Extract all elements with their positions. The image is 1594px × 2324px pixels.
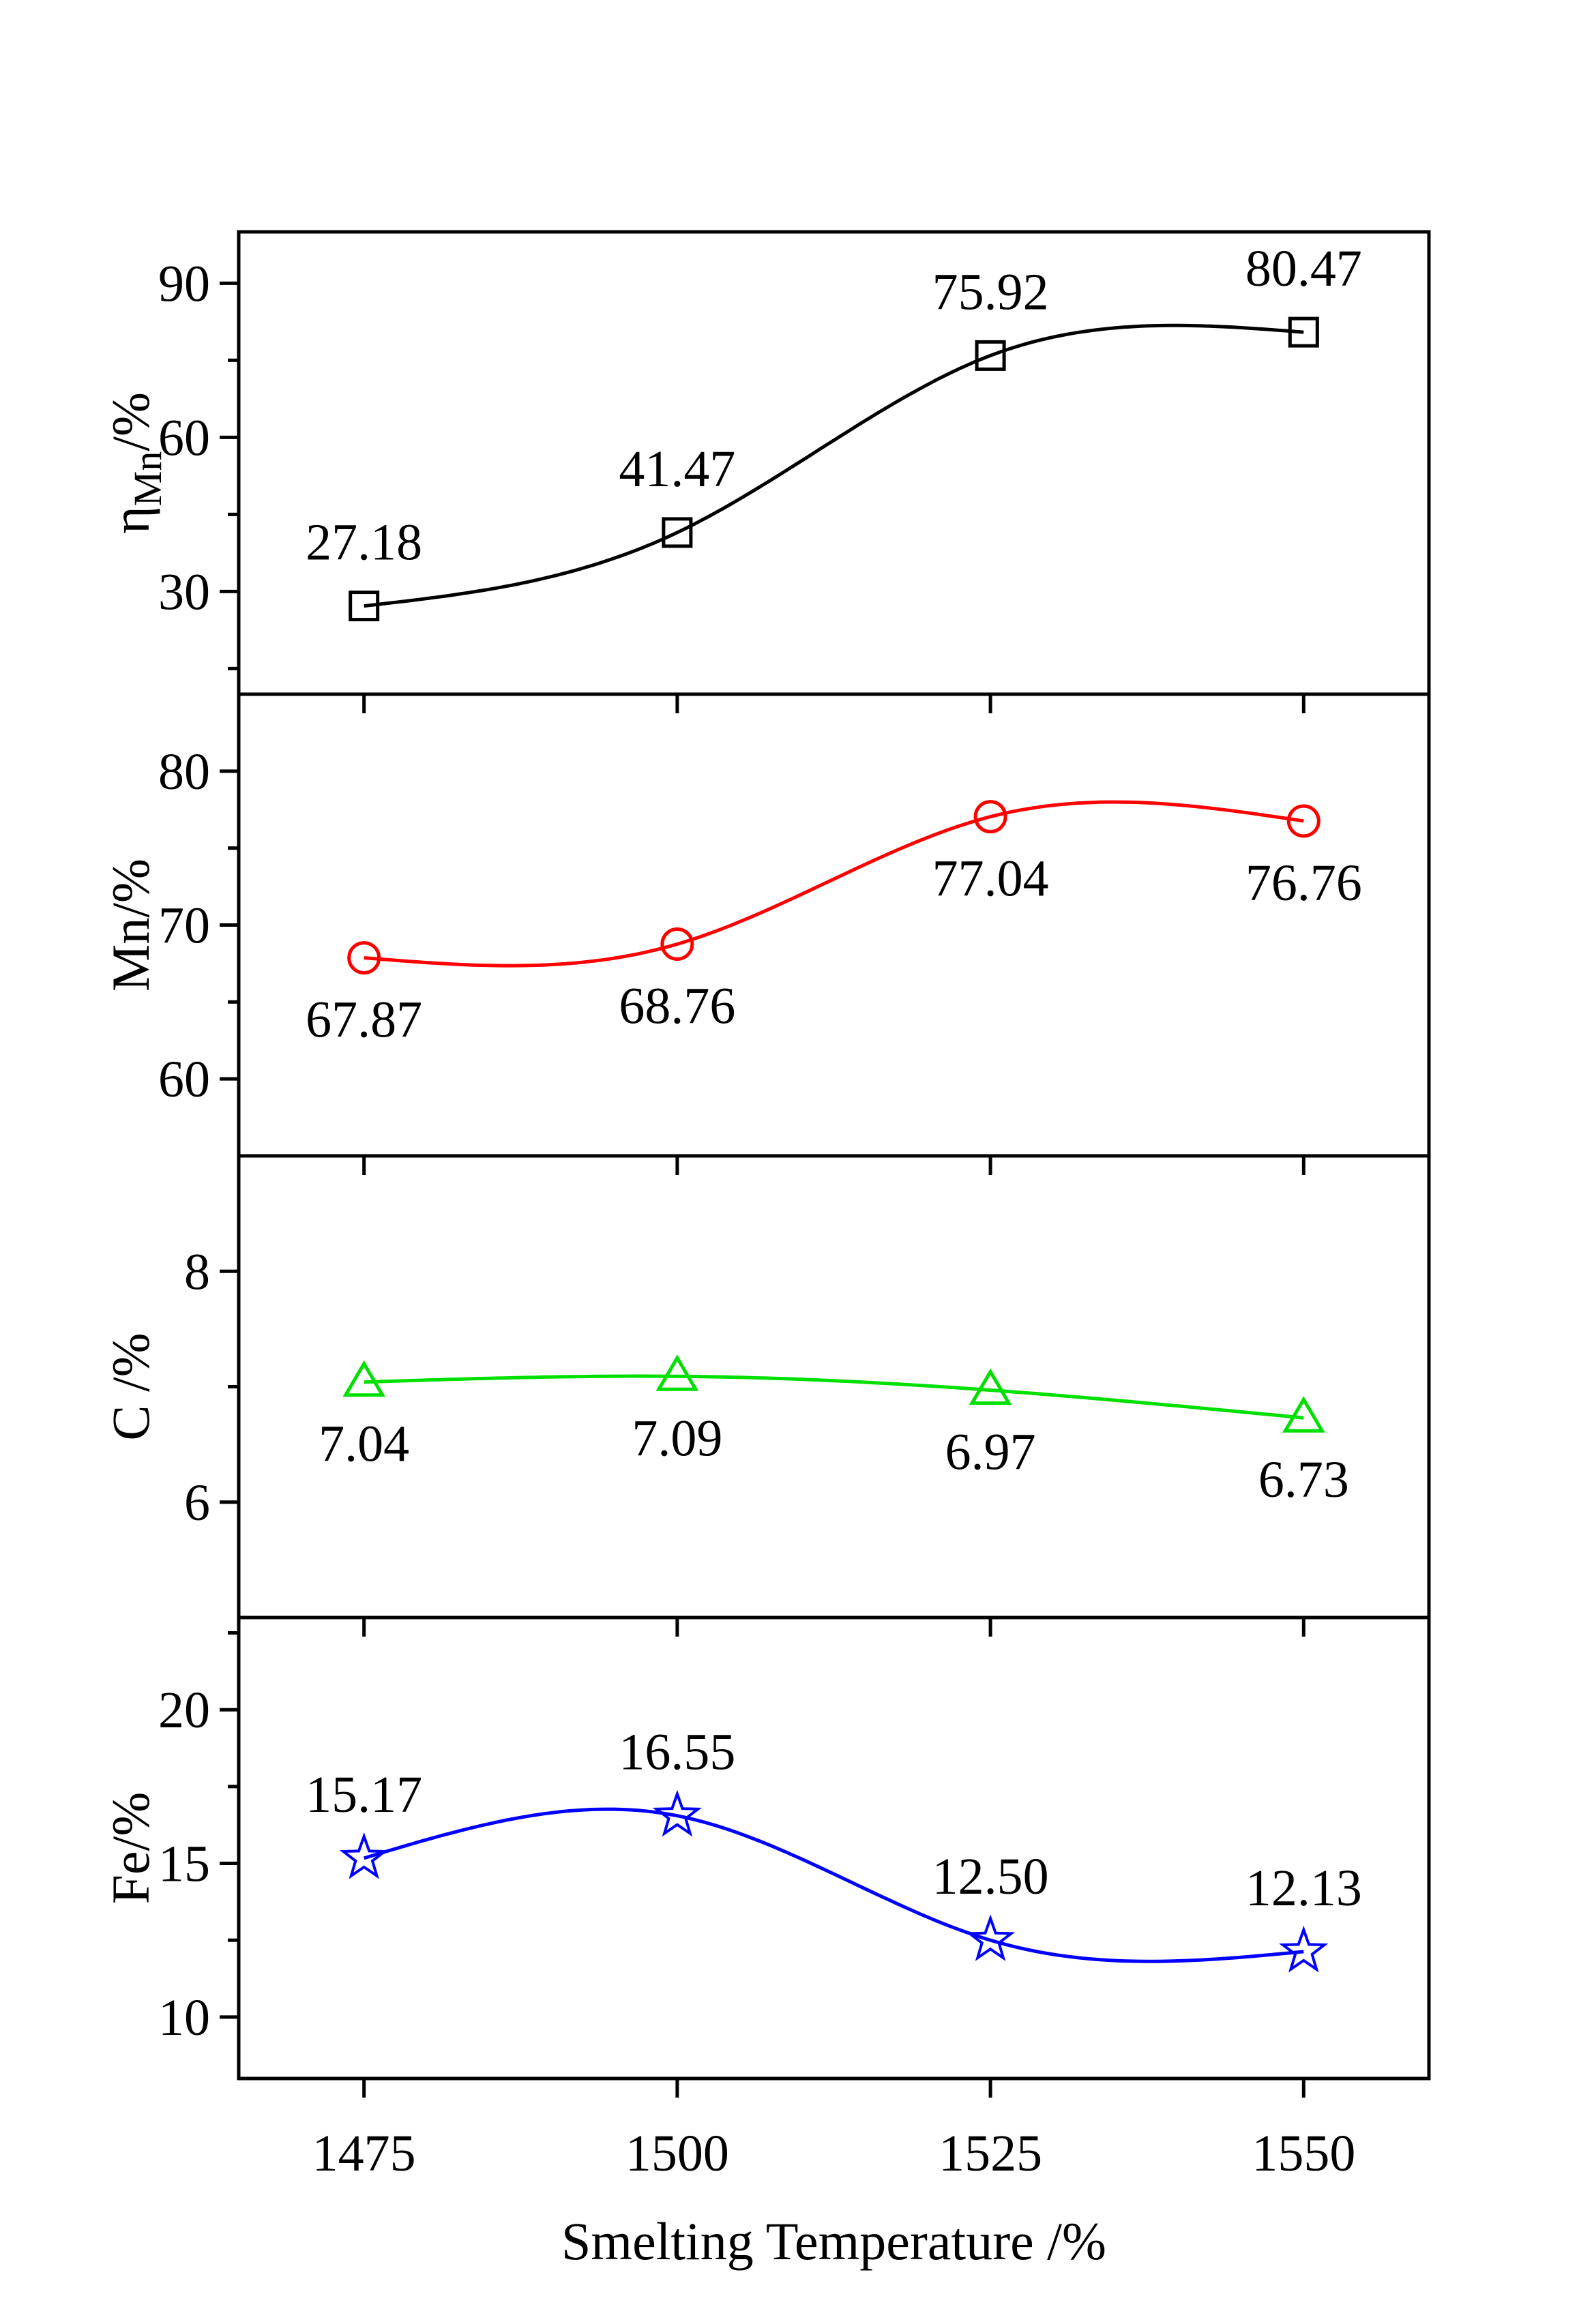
panel-c: 6 8 C /% 7.04 7.09 6.97 6.73 xyxy=(101,1154,1431,1637)
data-point-c xyxy=(1282,1396,1325,1433)
x-axis: Smelting Temperature /% 1475 1500 1525 1550 xyxy=(312,2125,1356,2271)
y-tick-label: 80 xyxy=(158,743,210,801)
panel-eta_mn: 30 60 90 ηMn/% 27.18 41.47 75.92 80.47 xyxy=(101,230,1431,713)
data-label-eta_mn: 80.47 xyxy=(1245,240,1362,297)
data-point-c xyxy=(342,1360,386,1397)
data-point-eta_mn xyxy=(349,591,380,622)
data-label-mn: 68.76 xyxy=(619,977,735,1034)
y-axis-title: ηMn/% xyxy=(101,392,170,534)
y-axis-title: Mn/% xyxy=(101,859,160,992)
y-tick-label: 20 xyxy=(158,1682,210,1739)
y-tick-label: 60 xyxy=(158,1051,210,1108)
y-tick-label: 6 xyxy=(184,1474,210,1532)
y-tick-label: 8 xyxy=(184,1243,210,1300)
y-axis-title: Fe/% xyxy=(101,1792,160,1905)
data-label-fe: 15.17 xyxy=(306,1766,422,1823)
y-tick-label: 15 xyxy=(158,1836,210,1893)
y-tick-label: 60 xyxy=(158,409,210,466)
data-label-mn: 76.76 xyxy=(1245,854,1362,912)
data-point-eta_mn xyxy=(1288,316,1319,348)
data-label-fe: 12.50 xyxy=(932,1848,1049,1905)
data-label-mn: 67.87 xyxy=(306,992,422,1049)
data-point-mn xyxy=(973,800,1007,834)
data-label-c: 7.09 xyxy=(632,1410,722,1467)
x-axis-title: Smelting Temperature /% xyxy=(561,2211,1106,2271)
panel-mn: 60 70 80 Mn/% 67.87 68.76 77.04 76.76 xyxy=(101,692,1431,1175)
data-point-fe xyxy=(339,1832,389,1879)
data-point-mn xyxy=(1286,804,1320,838)
y-tick-label: 10 xyxy=(158,1989,210,2046)
x-tick-label: 1550 xyxy=(1252,2125,1355,2182)
panel-frame xyxy=(237,1615,1431,2081)
data-label-eta_mn: 27.18 xyxy=(306,514,422,571)
x-tick-label: 1500 xyxy=(625,2125,729,2182)
data-point-fe xyxy=(966,1914,1016,1961)
data-label-fe: 12.13 xyxy=(1245,1860,1362,1917)
y-tick-label: 70 xyxy=(158,897,210,955)
series-line-eta_mn xyxy=(364,323,1304,608)
data-point-eta_mn xyxy=(975,340,1006,371)
data-label-fe: 16.55 xyxy=(619,1724,735,1781)
data-point-c xyxy=(655,1354,699,1391)
series-line-fe xyxy=(363,1807,1304,1963)
panel-fe: 10 15 20 Fe/% 15.17 16.55 12.50 12.13 xyxy=(101,1615,1431,2098)
data-label-c: 6.97 xyxy=(945,1424,1036,1481)
panels-layer: 30 60 90 ηMn/% 27.18 41.47 75.92 80.47 60 70 80 Mn/… xyxy=(101,230,1431,2098)
data-point-mn xyxy=(347,941,381,975)
series-line-mn xyxy=(364,800,1304,968)
x-tick-label: 1525 xyxy=(939,2125,1042,2182)
data-label-c: 7.04 xyxy=(319,1416,409,1473)
data-point-eta_mn xyxy=(662,517,693,548)
data-label-eta_mn: 75.92 xyxy=(932,263,1049,321)
data-point-mn xyxy=(660,927,694,961)
y-tick-label: 90 xyxy=(158,255,210,312)
data-point-fe xyxy=(1279,1925,1329,1973)
x-tick-label: 1475 xyxy=(312,2125,416,2182)
data-label-mn: 77.04 xyxy=(932,850,1049,908)
data-label-eta_mn: 41.47 xyxy=(619,441,735,498)
data-point-c xyxy=(969,1368,1012,1405)
data-point-fe xyxy=(652,1789,702,1837)
data-label-c: 6.73 xyxy=(1258,1451,1349,1508)
y-axis-title: C /% xyxy=(101,1332,160,1440)
y-tick-label: 30 xyxy=(158,563,210,621)
series-line-c xyxy=(364,1374,1304,1420)
